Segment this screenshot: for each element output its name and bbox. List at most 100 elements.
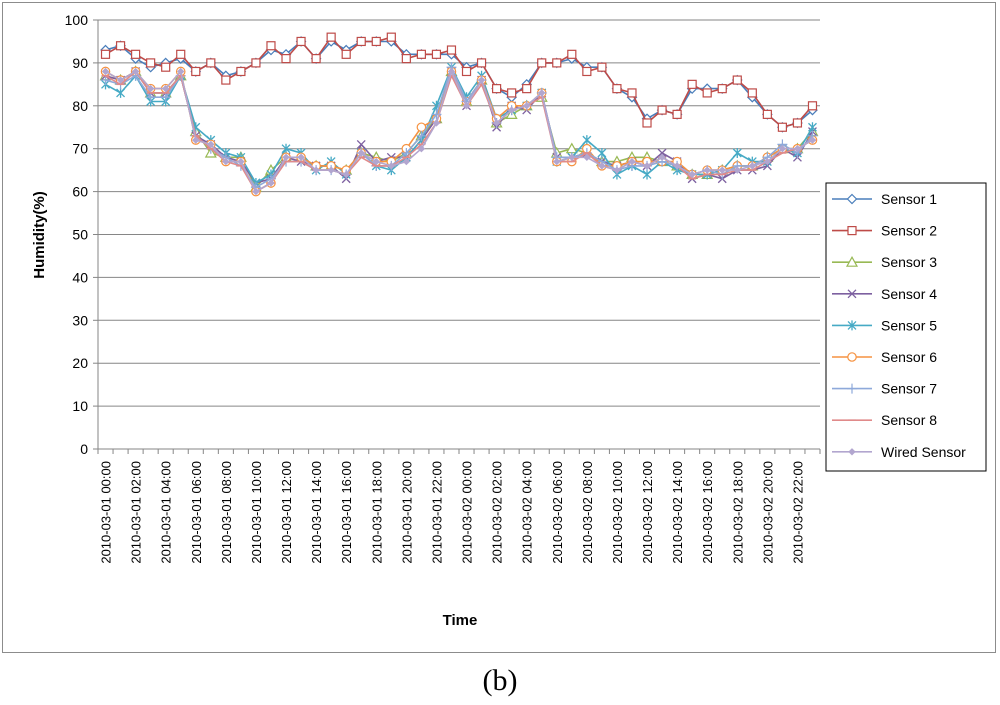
- x-tick-label: 2010-03-01 08:00: [219, 461, 234, 564]
- y-tick-label: 90: [72, 55, 88, 71]
- legend-label: Sensor 7: [881, 381, 937, 397]
- x-tick-label: 2010-03-02 06:00: [550, 461, 565, 564]
- data-point: [642, 118, 652, 128]
- data-point: [507, 106, 516, 114]
- data-point: [327, 166, 335, 174]
- data-point: [161, 84, 170, 93]
- data-point: [326, 32, 336, 42]
- data-point: [145, 92, 156, 103]
- data-point: [177, 67, 185, 76]
- data-point: [251, 58, 261, 68]
- data-point: [538, 89, 546, 97]
- figure-caption: (b): [482, 664, 518, 697]
- data-point: [116, 87, 126, 98]
- data-point: [793, 144, 802, 153]
- data-point: [357, 149, 365, 157]
- data-point: [372, 157, 380, 166]
- x-tick-label: 2010-03-02 18:00: [730, 461, 745, 564]
- series-lines: [99, 32, 819, 197]
- data-point: [281, 54, 291, 64]
- data-point: [777, 122, 787, 132]
- legend-item: Sensor 3: [832, 254, 937, 270]
- data-point: [131, 67, 140, 76]
- x-tick-label: 2010-03-02 14:00: [670, 461, 685, 564]
- data-point: [807, 101, 818, 111]
- data-point: [567, 49, 577, 59]
- x-tick-label: 2010-03-02 20:00: [760, 461, 775, 564]
- y-tick-label: 50: [72, 227, 88, 243]
- x-tick-label: 2010-03-02 04:00: [520, 461, 535, 564]
- data-point: [312, 166, 320, 174]
- data-point: [808, 136, 817, 144]
- data-point: [808, 122, 817, 133]
- data-point: [642, 169, 652, 180]
- y-tick-label: 40: [72, 269, 88, 285]
- legend-item: Sensor 6: [832, 349, 937, 365]
- y-gridlines: [98, 19, 820, 407]
- y-tick-label: 10: [72, 398, 88, 414]
- data-point: [356, 36, 366, 47]
- data-point: [356, 139, 366, 149]
- legend-label: Sensor 4: [881, 286, 937, 302]
- legend-label: Wired Sensor: [881, 444, 966, 460]
- x-tick-label: 2010-03-01 10:00: [249, 461, 264, 564]
- data-point: [221, 75, 231, 85]
- data-point: [146, 58, 156, 68]
- y-tick-label: 80: [72, 98, 88, 114]
- data-point: [597, 62, 607, 72]
- data-point: [702, 88, 712, 98]
- x-tick-label: 2010-03-01 14:00: [309, 461, 324, 564]
- data-point: [416, 49, 426, 59]
- data-point: [387, 162, 396, 170]
- data-point: [597, 147, 607, 158]
- data-point: [627, 88, 637, 98]
- x-tick-label: 2010-03-01 04:00: [159, 461, 174, 564]
- data-point: [628, 157, 636, 166]
- data-point: [718, 166, 726, 174]
- legend-item: Sensor 5: [832, 317, 937, 333]
- legend-label: Sensor 3: [881, 254, 937, 270]
- x-tick-label: 2010-03-01 12:00: [279, 461, 294, 564]
- data-point: [371, 36, 381, 47]
- y-tick-label: 100: [65, 12, 89, 28]
- x-tick-label: 2010-03-02 02:00: [490, 461, 505, 564]
- legend: Sensor 1 Sensor 2 Sensor 3 Sensor 4 Sensor 5…: [825, 182, 987, 472]
- legend-item: Sensor 7: [832, 381, 937, 397]
- data-point: [847, 352, 857, 362]
- x-tick-label: 2010-03-01 20:00: [399, 461, 414, 564]
- data-point: [266, 41, 276, 51]
- series-sensor-2: [100, 32, 818, 132]
- data-point: [846, 193, 858, 205]
- data-point: [402, 157, 411, 166]
- data-point: [341, 49, 351, 59]
- data-point: [507, 88, 517, 98]
- data-point: [461, 66, 472, 77]
- data-point: [401, 54, 411, 64]
- data-point: [161, 62, 171, 72]
- data-point: [657, 105, 667, 115]
- data-point: [613, 166, 621, 174]
- data-point: [762, 109, 772, 119]
- data-point: [191, 66, 201, 77]
- data-point: [847, 289, 857, 299]
- y-tick-label: 30: [72, 312, 88, 328]
- y-axis-tick-labels: 0 10 20 30 40 50 60 70 80 90 100: [65, 12, 89, 457]
- data-point: [847, 320, 857, 331]
- legend-label: Sensor 6: [881, 349, 937, 365]
- x-axis-title: Time: [443, 612, 478, 629]
- data-point: [431, 49, 442, 59]
- data-point: [446, 45, 457, 55]
- x-tick-label: 2010-03-02 16:00: [700, 461, 715, 564]
- data-point: [296, 36, 306, 47]
- legend-label: Sensor 5: [881, 317, 937, 333]
- data-point: [673, 162, 681, 170]
- data-point: [522, 84, 532, 94]
- data-point: [222, 157, 230, 166]
- x-tick-label: 2010-03-01 18:00: [369, 461, 384, 564]
- data-point: [848, 448, 856, 456]
- data-point: [101, 67, 110, 76]
- series-wired-sensor: [101, 67, 817, 196]
- data-point: [703, 166, 711, 174]
- data-point: [282, 153, 290, 161]
- data-point: [688, 170, 696, 179]
